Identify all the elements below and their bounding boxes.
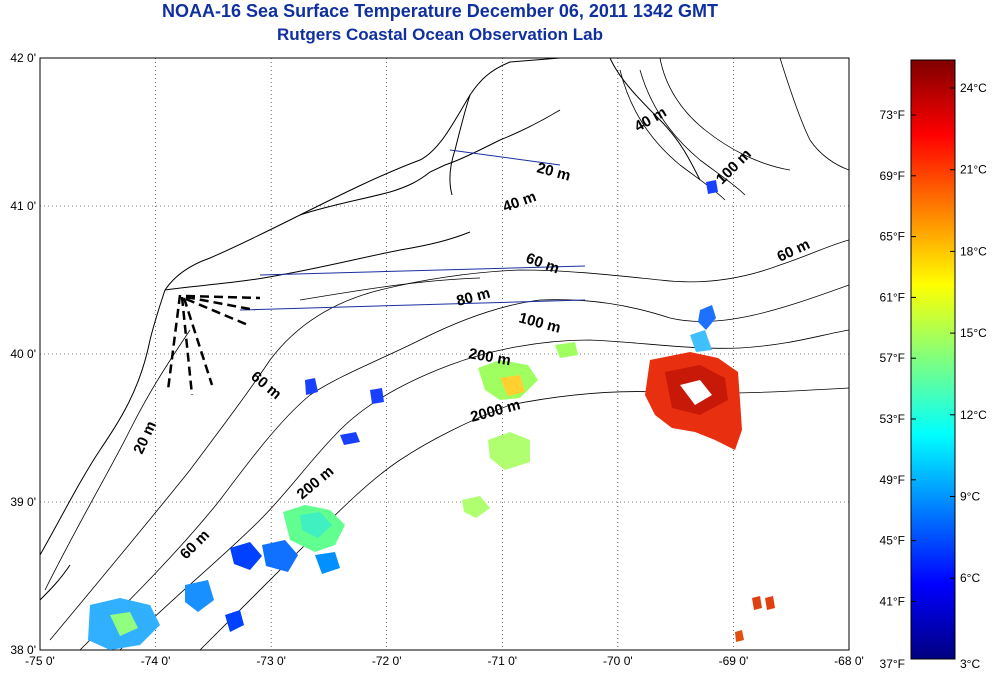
colorbar-f-label: 57°F: [880, 351, 905, 365]
colorbar: [910, 59, 956, 660]
latitude-ticks: 42 0' 41 0' 40 0' 39 0' 38 0': [10, 51, 36, 657]
colorbar-f-label: 45°F: [880, 534, 905, 548]
colorbar-f-label: 49°F: [880, 473, 905, 487]
coastline: [40, 58, 701, 601]
colorbar-celsius-labels: 24°C 21°C 18°C 15°C 12°C 9°C 6°C 3°C: [950, 81, 987, 671]
lon-tick-label: -74 0': [141, 654, 171, 668]
colorbar-c-label: 12°C: [960, 408, 987, 422]
lon-tick-label: -69 0': [719, 654, 749, 668]
lat-tick-label: 42 0': [10, 51, 36, 65]
transect-lines: [239, 149, 586, 311]
colorbar-c-label: 21°C: [960, 163, 987, 177]
colorbar-c-label: 15°C: [960, 326, 987, 340]
dashed-transects: [166, 294, 261, 396]
colorbar-f-label: 73°F: [880, 108, 905, 122]
lat-tick-label: 38 0': [10, 643, 36, 657]
lon-tick-label: -72 0': [372, 654, 402, 668]
lon-tick-label: -73 0': [256, 654, 286, 668]
colorbar-f-label: 61°F: [880, 290, 905, 304]
colorbar-f-label: 69°F: [880, 169, 905, 183]
colorbar-f-label: 65°F: [880, 230, 905, 244]
graticule: [40, 58, 849, 650]
colorbar-fahrenheit-labels: 73°F 69°F 65°F 61°F 57°F 53°F 49°F 45°F 41°F 37°F: [880, 108, 916, 671]
lat-tick-label: 39 0': [10, 495, 36, 509]
lat-tick-label: 41 0': [10, 199, 36, 213]
colorbar-f-label: 41°F: [880, 594, 905, 608]
colorbar-f-label: 37°F: [880, 657, 905, 671]
lon-tick-label: -75 0': [25, 654, 55, 668]
map-subtitle: Rutgers Coastal Ocean Observation Lab: [277, 25, 603, 44]
colorbar-c-label: 3°C: [960, 657, 980, 671]
colorbar-c-label: 9°C: [960, 490, 980, 504]
lon-tick-label: -70 0': [603, 654, 633, 668]
longitude-ticks: -75 0' -74 0' -73 0' -72 0' -71 0' -70 0' -69 …: [25, 654, 864, 668]
colorbar-c-label: 18°C: [960, 244, 987, 258]
lon-tick-label: -71 0': [487, 654, 517, 668]
map-title: NOAA-16 Sea Surface Temperature December…: [162, 1, 718, 21]
lon-tick-label: -68 0': [834, 654, 864, 668]
colorbar-c-label: 6°C: [960, 571, 980, 585]
lat-tick-label: 40 0': [10, 347, 36, 361]
colorbar-c-label: 24°C: [960, 81, 987, 95]
colorbar-f-label: 53°F: [880, 412, 905, 426]
sst-patches: [88, 180, 775, 650]
